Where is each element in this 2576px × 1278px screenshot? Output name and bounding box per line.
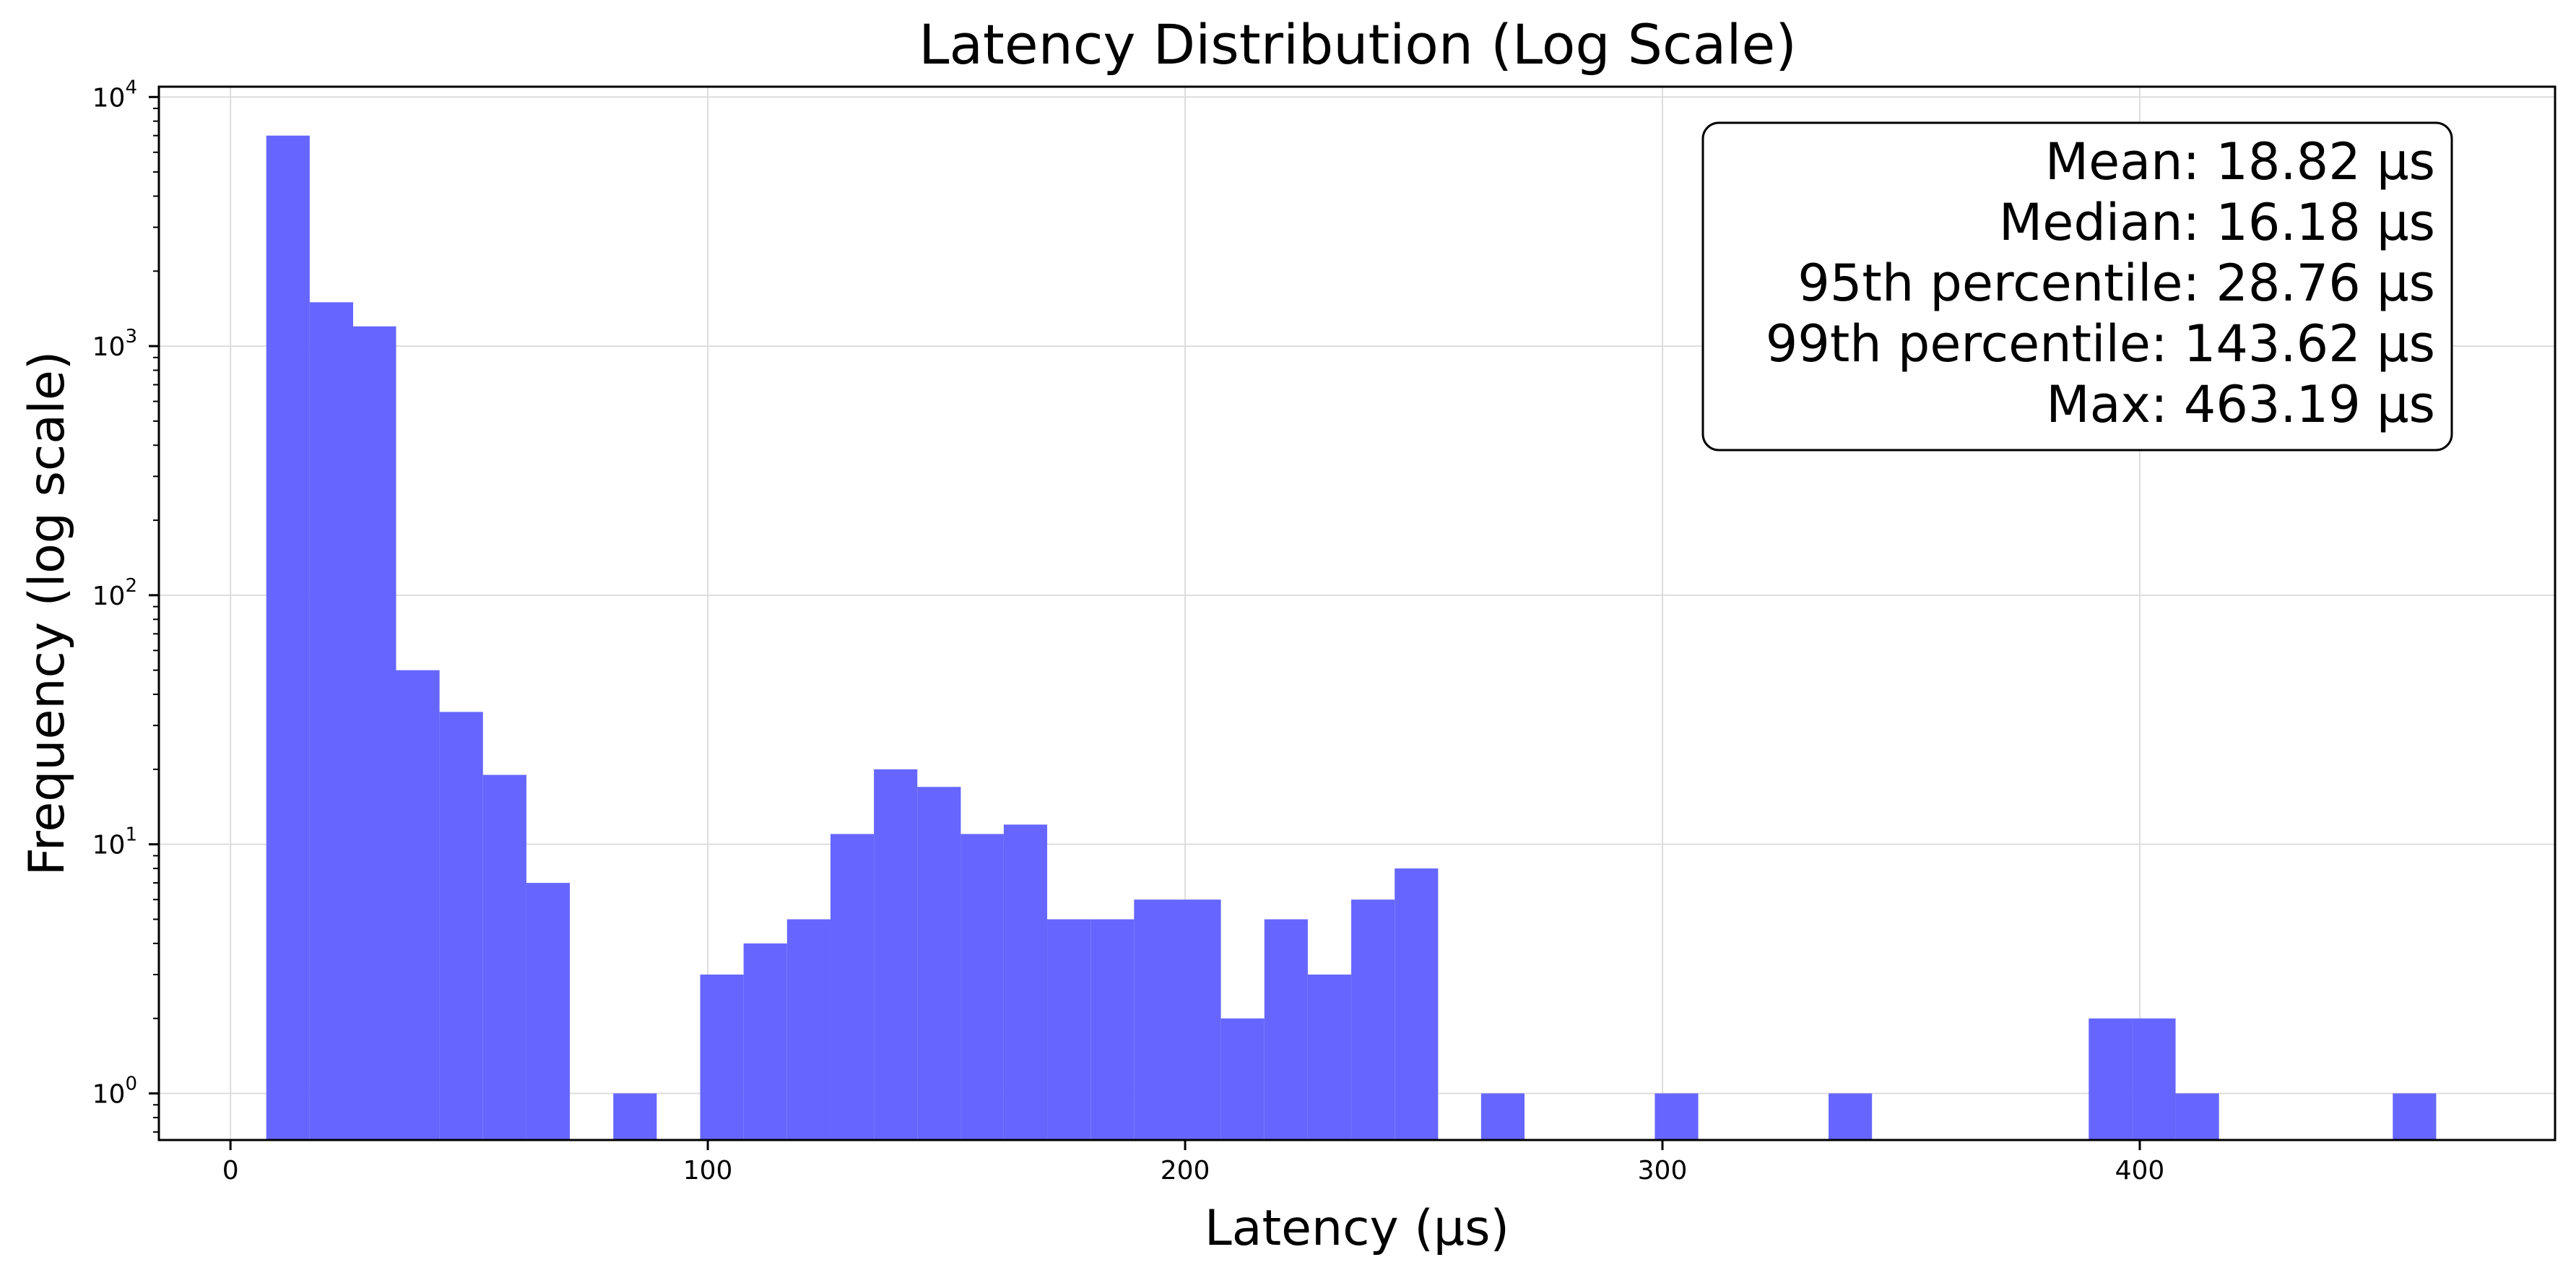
histogram-bar xyxy=(1134,899,1178,1140)
histogram-bar xyxy=(309,302,354,1140)
x-tick-label: 100 xyxy=(683,1156,733,1186)
histogram-bar xyxy=(1264,919,1308,1140)
histogram-bar xyxy=(960,834,1004,1140)
stats-mean: Mean: 18.82 μs xyxy=(2045,132,2435,191)
histogram-bar xyxy=(526,883,571,1140)
histogram-bar xyxy=(482,774,526,1140)
stats-p99: 99th percentile: 143.62 μs xyxy=(1766,314,2435,374)
histogram-bar xyxy=(1177,899,1221,1140)
stats-box: Mean: 18.82 μs Median: 16.18 μs 95th per… xyxy=(1701,121,2453,452)
axis-tick-labels: 0 100 200 300 400 100 101 102 103 104 xyxy=(92,77,2165,1186)
histogram-bar xyxy=(396,670,440,1140)
stats-max: Max: 463.19 μs xyxy=(2046,375,2435,434)
histogram-bar xyxy=(2393,1093,2437,1140)
histogram-bar xyxy=(1351,899,1395,1140)
histogram-bar xyxy=(830,834,875,1140)
x-axis-title: Latency (μs) xyxy=(1205,1200,1509,1257)
histogram-bar xyxy=(700,974,744,1140)
histogram-bar xyxy=(786,919,831,1140)
histogram-bar xyxy=(439,712,483,1140)
histogram-bar xyxy=(2175,1093,2219,1140)
y-axis-title: Frequency (log scale) xyxy=(19,351,76,876)
histogram-bar xyxy=(1395,868,1439,1140)
x-tick-label: 200 xyxy=(1161,1156,1210,1186)
histogram-bar xyxy=(353,326,396,1140)
histogram-bar xyxy=(1829,1093,1873,1140)
histogram-bar xyxy=(1220,1018,1265,1140)
chart-title: Latency Distribution (Log Scale) xyxy=(919,12,1797,77)
stats-median: Median: 16.18 μs xyxy=(1999,193,2435,252)
histogram-bar xyxy=(266,135,310,1140)
histogram-bar xyxy=(874,769,918,1140)
stats-p95: 95th percentile: 28.76 μs xyxy=(1797,254,2435,313)
histogram-bar xyxy=(1307,974,1352,1140)
histogram-bar xyxy=(2132,1018,2176,1140)
y-tick-label: 102 xyxy=(92,575,137,611)
axis-ticks xyxy=(149,95,2141,1150)
plot-area-frame xyxy=(157,85,2557,1141)
stats-box-frame xyxy=(1701,121,2453,452)
y-tick-label: 101 xyxy=(92,824,137,860)
y-tick-label: 104 xyxy=(92,77,137,113)
y-tick-label: 100 xyxy=(92,1073,137,1109)
histogram-bar xyxy=(1047,919,1091,1140)
histogram-bar xyxy=(1090,919,1135,1140)
histogram-bar xyxy=(1655,1093,1699,1140)
y-tick-label: 103 xyxy=(92,326,137,362)
histogram-bar xyxy=(743,943,787,1140)
histogram-bar xyxy=(2089,1018,2133,1140)
x-tick-label: 0 xyxy=(222,1156,239,1186)
x-tick-label: 300 xyxy=(1638,1156,1688,1186)
histogram-bars xyxy=(266,135,2437,1140)
histogram-bar xyxy=(917,787,961,1140)
histogram-bar xyxy=(1480,1093,1525,1140)
histogram-bar xyxy=(613,1093,657,1140)
histogram-bar xyxy=(1003,824,1048,1140)
x-tick-label: 400 xyxy=(2115,1156,2165,1186)
